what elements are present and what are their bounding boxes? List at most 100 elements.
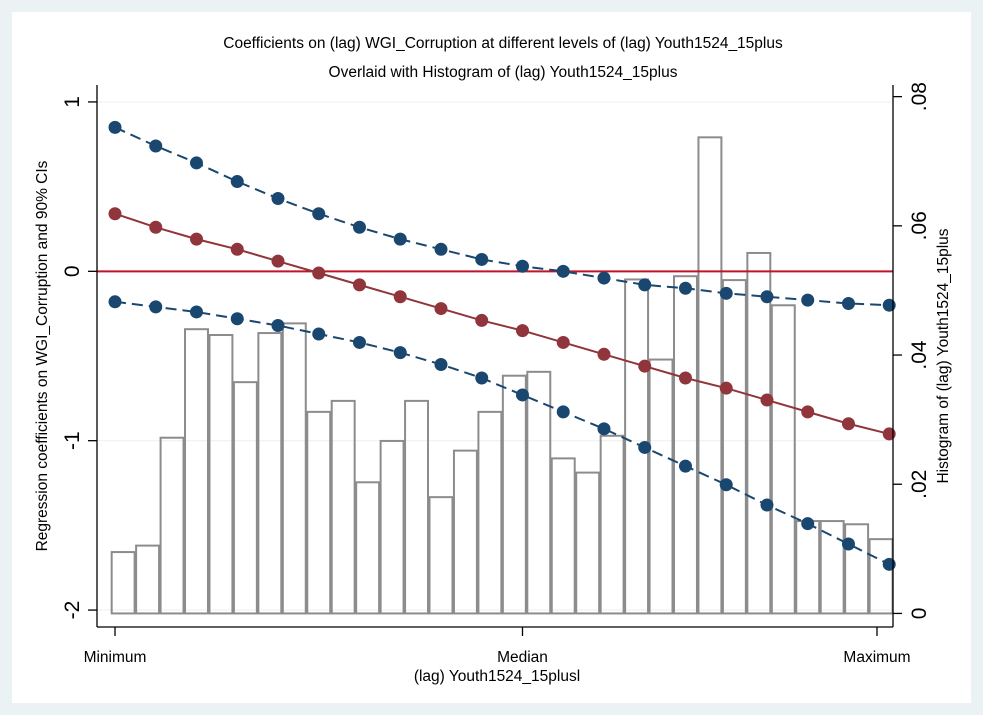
y2-tick-label: .02: [908, 470, 931, 499]
marker-upper_ci: [393, 232, 407, 246]
marker-upper_ci: [475, 252, 489, 266]
y-tick-label: 1: [61, 96, 84, 108]
marker-upper_ci: [556, 264, 570, 278]
histogram-bar: [428, 496, 454, 615]
marker-estimate: [719, 381, 733, 395]
marker-lower_ci: [801, 517, 815, 531]
marker-upper_ci: [108, 120, 122, 134]
histogram-bar: [330, 399, 356, 615]
marker-estimate: [271, 254, 285, 268]
marker-upper_ci: [678, 281, 692, 295]
histogram-bar: [355, 481, 381, 615]
marker-upper_ci: [271, 191, 285, 205]
y-tick-label: -1: [61, 431, 84, 450]
marker-estimate: [149, 220, 163, 234]
series-lines: [114, 126, 890, 566]
marker-estimate: [393, 290, 407, 304]
x-tick-label: Maximum: [843, 649, 910, 666]
histogram-bar: [208, 334, 234, 615]
marker-estimate: [597, 347, 611, 361]
marker-lower_ci: [312, 327, 326, 341]
y2-tick-label: .06: [908, 211, 931, 240]
histogram-bar: [159, 436, 185, 615]
histogram-bar: [844, 523, 870, 615]
marker-estimate: [230, 242, 244, 256]
marker-lower_ci: [597, 422, 611, 436]
marker-estimate: [108, 207, 122, 221]
histogram-bar: [770, 304, 796, 615]
plot-area: [97, 85, 893, 627]
histogram-bar: [673, 275, 698, 615]
marker-lower_ci: [882, 557, 896, 571]
histogram-bar: [135, 544, 161, 615]
axes: 1 0 -1 -2 0 .02 .04 .06 .08 Minimum Median Maximum: [61, 82, 931, 666]
histogram-bar: [599, 434, 625, 615]
series-line-estimate: [114, 212, 890, 435]
marker-estimate: [760, 393, 774, 407]
y2-tick-label: .08: [908, 82, 931, 111]
marker-estimate: [189, 232, 203, 246]
marker-estimate: [475, 313, 489, 327]
histogram-bar: [281, 322, 307, 615]
x-tick-label: Minimum: [84, 649, 147, 666]
marker-lower_ci: [515, 388, 529, 402]
y2-axis-label: Histogram of (lag) Youth1524_15plus: [935, 228, 952, 483]
marker-upper_ci: [760, 290, 774, 304]
histogram-bar: [404, 399, 430, 615]
marker-estimate: [638, 359, 652, 373]
marker-upper_ci: [719, 286, 733, 300]
histogram-bar: [110, 551, 136, 615]
marker-upper_ci: [515, 259, 529, 273]
marker-upper_ci: [434, 242, 448, 256]
marker-upper_ci: [352, 220, 366, 234]
marker-upper_ci: [189, 156, 203, 170]
y2-tick-label: 0: [908, 608, 931, 620]
histogram-bar: [306, 410, 332, 615]
series-line-upper_ci: [114, 126, 890, 307]
marker-estimate: [515, 324, 529, 338]
marker-lower_ci: [556, 405, 570, 419]
marker-lower_ci: [434, 357, 448, 371]
marker-lower_ci: [108, 295, 122, 309]
marker-lower_ci: [230, 312, 244, 326]
histogram-bar: [501, 374, 527, 615]
marker-lower_ci: [189, 305, 203, 319]
marker-upper_ci: [149, 139, 163, 153]
marker-upper_ci: [230, 175, 244, 189]
marker-lower_ci: [841, 537, 855, 551]
histogram-bar: [746, 251, 772, 615]
x-axis-label: (lag) Youth1524_15plusl: [414, 668, 580, 685]
x-tick-label: Median: [497, 649, 548, 666]
marker-estimate: [841, 417, 855, 431]
marker-lower_ci: [149, 300, 163, 314]
histogram-bar: [184, 328, 209, 615]
marker-lower_ci: [475, 371, 489, 385]
y-tick-label: 0: [61, 265, 84, 277]
marker-lower_ci: [393, 346, 407, 360]
histogram-bar: [232, 381, 258, 615]
marker-lower_ci: [678, 459, 692, 473]
series-line-lower_ci: [114, 300, 890, 566]
chart-title: Coefficients on (lag) WGI_Corruption at …: [223, 35, 783, 52]
histogram-bar: [550, 457, 576, 615]
marker-upper_ci: [882, 298, 896, 312]
histogram-bar: [648, 358, 674, 615]
marker-upper_ci: [597, 271, 611, 285]
histogram-bar: [697, 136, 723, 615]
marker-lower_ci: [352, 335, 366, 349]
histogram-bar: [526, 370, 552, 615]
histogram-bar: [257, 332, 283, 615]
histogram-bar: [575, 471, 601, 615]
histogram-bar: [819, 520, 845, 615]
chart-subtitle: Overlaid with Histogram of (lag) Youth15…: [329, 64, 678, 81]
y-tick-label: -2: [61, 601, 84, 620]
y-axis-label: Regression coefficients on WGI_Corruptio…: [34, 160, 51, 551]
y2-tick-label: .04: [908, 340, 931, 370]
marker-upper_ci: [638, 278, 652, 292]
histogram-bar: [721, 279, 747, 615]
marker-lower_ci: [271, 319, 285, 333]
marker-estimate: [434, 302, 448, 316]
marker-lower_ci: [760, 498, 774, 512]
